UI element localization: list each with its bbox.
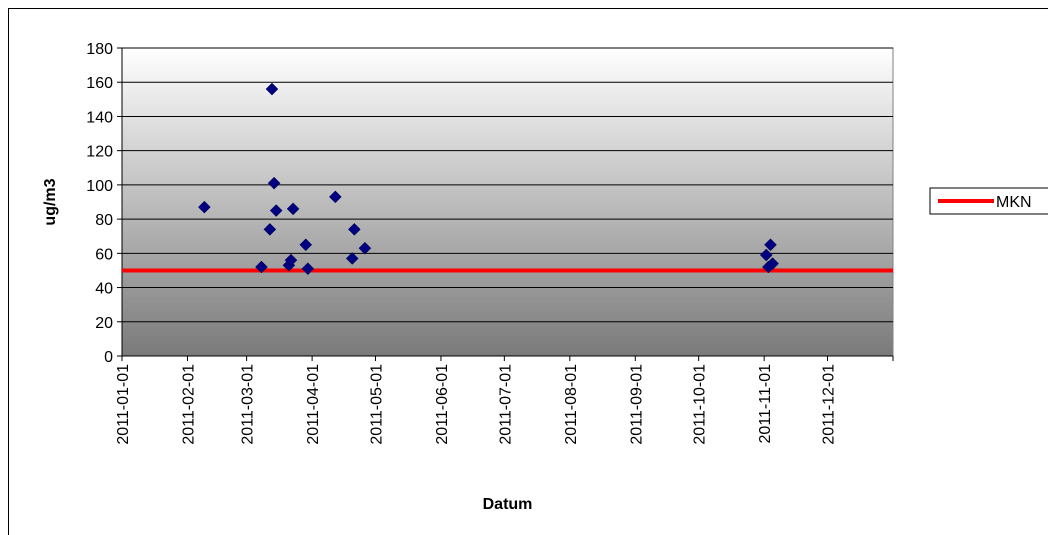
y-tick-labels: 0 20 40 60 80 100 120 140 160 180 [86, 41, 113, 366]
data-point [301, 262, 315, 276]
y-tick-label: 120 [86, 144, 113, 161]
x-tick-label: 2011-03-01 [240, 364, 257, 445]
x-tick-label: 2011-09-01 [628, 364, 645, 445]
data-point [766, 257, 779, 270]
data-point [328, 190, 342, 204]
y-tick-label: 0 [104, 349, 113, 366]
data-point [764, 238, 777, 252]
y-tick-label: 60 [95, 246, 113, 263]
x-tick-labels: 2011-01-01 2011-02-01 2011-03-01 2011-04-01… [115, 364, 838, 445]
y-tick-label: 180 [86, 41, 113, 58]
legend-label-mkn: MKN [996, 194, 1032, 211]
data-point [255, 260, 268, 274]
x-tick-label: 2011-01-01 [115, 364, 132, 445]
x-tick-label: 2011-06-01 [434, 364, 451, 445]
data-point [286, 202, 300, 216]
x-tick-label: 2011-04-01 [305, 364, 322, 445]
data-point [263, 223, 277, 236]
plot-area [121, 47, 894, 357]
y-axis-title: ug/m3 [42, 178, 59, 225]
x-axis-title: Datum [483, 496, 533, 513]
y-tick-label: 140 [86, 109, 113, 126]
data-point [299, 238, 313, 252]
data-point [267, 176, 281, 190]
x-tick-label: 2011-02-01 [180, 364, 197, 445]
y-tick-label: 160 [86, 75, 113, 92]
data-point [198, 200, 211, 214]
y-tick-label: 80 [95, 212, 113, 229]
y-tick-label: 100 [86, 178, 113, 195]
data-points [198, 82, 779, 276]
data-point [348, 223, 361, 236]
data-point [265, 82, 279, 96]
x-tick-label: 2011-08-01 [563, 364, 580, 445]
data-point [269, 204, 283, 217]
legend: MKN [929, 187, 1048, 215]
x-tick-label: 2011-10-01 [692, 364, 709, 445]
y-tick-label: 20 [95, 315, 113, 332]
x-tick-label: 2011-07-01 [497, 364, 514, 445]
x-tick-label: 2011-12-01 [821, 364, 838, 445]
data-point [759, 248, 773, 262]
y-tick-label: 40 [95, 281, 113, 298]
gridlines [122, 47, 893, 323]
x-tick-label: 2011-05-01 [368, 364, 385, 445]
data-point [345, 252, 359, 265]
axes [117, 47, 894, 361]
x-tick-label: 2011-11-01 [757, 364, 774, 444]
data-point [284, 253, 298, 267]
chart-frame [8, 8, 1048, 535]
data-point [358, 241, 372, 255]
